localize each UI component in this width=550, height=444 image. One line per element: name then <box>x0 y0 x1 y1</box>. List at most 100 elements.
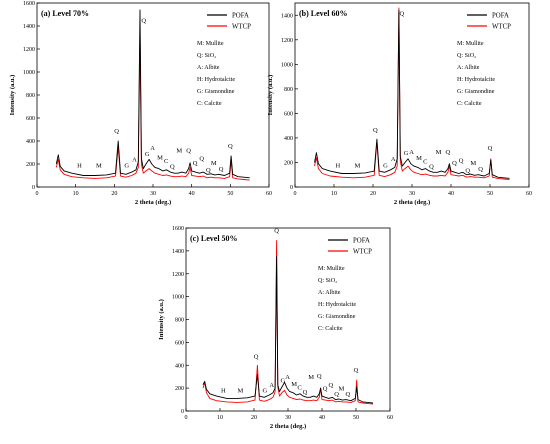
y-axis-label: Intensity (a.u.) <box>9 75 16 116</box>
x-tick-label: 40 <box>448 191 454 197</box>
y-tick-label: 200 <box>284 160 293 166</box>
y-tick-label: 600 <box>284 111 293 117</box>
peak-label: C <box>297 384 301 391</box>
phase-key-item: A: Albite <box>318 290 341 296</box>
phase-key-item: M: Mullite <box>197 41 224 47</box>
x-tick-label: 40 <box>189 191 195 197</box>
peak-label: Q <box>446 149 451 156</box>
panel-title: (b) Level 60% <box>299 9 347 18</box>
peak-label: M <box>416 155 422 162</box>
y-tick-label: 600 <box>26 116 35 122</box>
peak-label: A <box>409 149 414 156</box>
y-tick-label: 0 <box>290 185 293 191</box>
peak-label: Q <box>228 143 233 150</box>
peak-label: H <box>77 162 82 169</box>
peak-label: M <box>355 162 361 169</box>
y-tick-label: 0 <box>32 185 35 191</box>
phase-key-item: H: Hydrotalcite <box>318 302 356 308</box>
phase-key-item: Q: SiO₂ <box>197 53 216 59</box>
peak-label: Q <box>488 145 493 152</box>
y-tick-label: 600 <box>175 340 184 346</box>
phase-key-item: Q: SiO₂ <box>457 53 476 59</box>
peak-label: Q <box>186 148 191 155</box>
phase-key-item: M: Mullite <box>457 41 484 47</box>
legend-label-pofa: POFA <box>353 238 370 245</box>
y-tick-label: 1600 <box>172 226 184 232</box>
series-line-pofa <box>202 256 374 404</box>
peak-label: G <box>404 150 409 157</box>
phase-key-item: G: Gismondine <box>318 314 356 320</box>
phase-key-item: Q: SiO₂ <box>318 278 337 284</box>
plot-frame <box>36 2 270 188</box>
peak-label: Q <box>323 385 328 392</box>
y-tick-label: 1200 <box>172 272 184 278</box>
peak-label: Q <box>170 164 175 171</box>
x-tick-label: 30 <box>285 415 291 421</box>
x-tick-label: 20 <box>370 191 376 197</box>
x-tick-label: 0 <box>294 191 297 197</box>
y-tick-label: 1000 <box>281 62 293 68</box>
peak-label: H <box>336 162 341 169</box>
peak-label: Q <box>459 157 464 164</box>
chart-panel-2: 0 10 20 30 40 50 6002004006008001000120014002 … <box>267 2 532 206</box>
x-axis-label: 2 theta (deg.) <box>270 423 306 430</box>
y-axis-label: Intensity (a.u.) <box>267 75 274 116</box>
y-tick-label: 1000 <box>172 295 184 301</box>
legend-label-wtcp: WTCP <box>492 24 511 31</box>
y-tick-label: 1600 <box>23 1 35 7</box>
peak-label: M <box>338 385 344 392</box>
x-tick-label: 50 <box>487 191 493 197</box>
phase-key-item: H: Hydrotalcite <box>457 77 495 83</box>
peak-label: Q <box>478 166 483 173</box>
x-tick-label: 50 <box>353 415 359 421</box>
x-tick-label: 40 <box>319 415 325 421</box>
y-tick-label: 400 <box>26 139 35 145</box>
peak-label: Q <box>206 167 211 174</box>
y-tick-label: 800 <box>26 93 35 99</box>
y-tick-label: 1200 <box>23 47 35 53</box>
peak-label: Q <box>400 10 405 17</box>
peak-label: Q <box>141 18 146 25</box>
peak-label: Q <box>114 128 119 135</box>
series-line-wtcp <box>55 30 250 181</box>
x-axis-label: 2 theta (deg.) <box>135 199 171 206</box>
peak-label: M <box>436 149 442 156</box>
y-axis-label: Intensity (a.u.) <box>158 299 165 340</box>
peak-label: G <box>281 377 286 384</box>
peak-label: M <box>470 160 476 167</box>
y-tick-label: 0 <box>181 409 184 415</box>
legend-label-wtcp: WTCP <box>232 24 251 31</box>
peak-label: Q <box>345 391 350 398</box>
x-tick-label: 0 <box>36 191 39 197</box>
phase-key-item: M: Mullite <box>318 266 345 272</box>
phase-key-item: H: Hydrotalcite <box>197 77 235 83</box>
peak-label: Q <box>193 160 198 167</box>
y-tick-label: 1400 <box>23 24 35 30</box>
y-tick-label: 1200 <box>281 38 293 44</box>
x-tick-label: 20 <box>251 415 257 421</box>
x-tick-label: 30 <box>150 191 156 197</box>
x-tick-label: 60 <box>387 415 393 421</box>
peak-label: Q <box>373 127 378 134</box>
peak-label: A <box>269 382 274 389</box>
x-tick-label: 50 <box>227 191 233 197</box>
x-tick-label: 0 <box>185 415 188 421</box>
peak-label: C <box>164 158 168 165</box>
peak-label: G <box>383 162 388 169</box>
series-line-wtcp <box>314 7 510 181</box>
phase-key-item: C: Calcite <box>318 326 343 332</box>
x-tick-label: 10 <box>331 191 337 197</box>
peak-label: M <box>176 148 182 155</box>
series-line-pofa <box>55 9 250 179</box>
peak-label: Q <box>274 228 279 235</box>
peak-label: A <box>150 145 155 152</box>
series-line-wtcp <box>202 240 374 405</box>
phase-key-item: A: Albite <box>197 65 220 71</box>
x-tick-label: 60 <box>266 191 272 197</box>
y-tick-label: 200 <box>26 162 35 168</box>
phase-key-item: A: Albite <box>457 65 480 71</box>
peak-label: M <box>211 160 217 167</box>
chart-panel-1: 0 10 20 30 40 50 60020040060080010001200140016… <box>9 1 272 206</box>
x-axis-label: 2 theta (deg.) <box>394 199 430 206</box>
peak-label: Q <box>429 164 434 171</box>
